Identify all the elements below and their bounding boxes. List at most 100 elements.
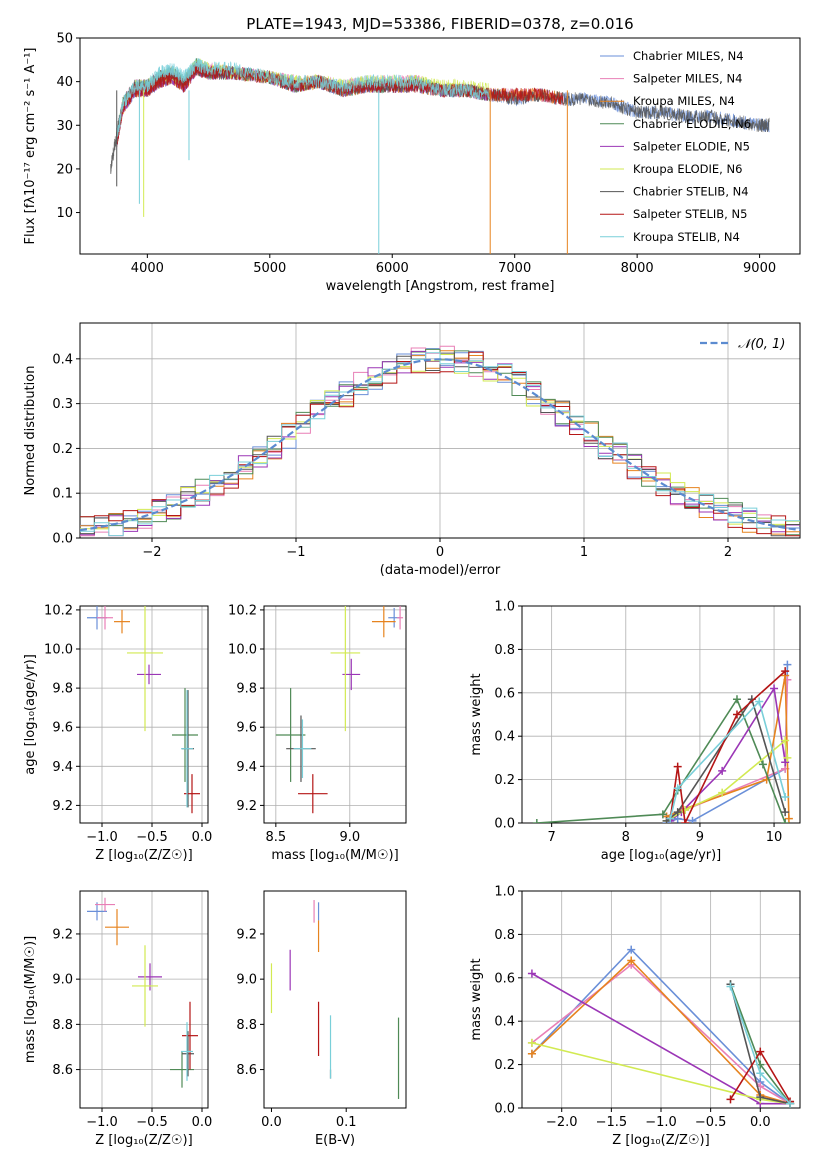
weight-line: [669, 670, 786, 823]
plot-frame: [521, 890, 801, 1109]
x-tick-label: −1.0: [86, 830, 118, 845]
x-axis-label: E(B-V): [315, 1133, 355, 1148]
y-axis-label: Flux [fλ10⁻¹⁷ erg cm⁻² s⁻¹ A⁻¹]: [23, 48, 38, 245]
plus-marker: [673, 762, 682, 771]
x-tick-label: 7000: [498, 261, 531, 276]
panel-mass-vs-ebv: 0.0 0.1 8.6 8.8 9.0 9.2 E(B-V): [236, 890, 407, 1148]
plus-marker: [726, 1095, 735, 1104]
panel-residuals: −2 −1 0 1 2 0.0 0.1 0.2 0.3 0.4 (data-model)/error…: [23, 322, 801, 578]
legend-entry: Kroupa MILES, N4: [633, 94, 735, 108]
plot-area: [87, 897, 198, 1088]
plot-frame: [79, 37, 801, 255]
plus-marker: [781, 808, 790, 817]
x-tick-label: 0.0: [192, 830, 213, 845]
y-tick-label: 9.0: [52, 973, 73, 988]
x-tick-label: 9000: [743, 261, 776, 276]
y-tick-label: 9.4: [52, 760, 73, 775]
y-tick-label: 10.0: [228, 643, 257, 658]
y-tick-label: 10.0: [44, 643, 73, 658]
legend-entry: Salpeter STELIB, N5: [633, 207, 747, 221]
x-tick-label: −0.5: [136, 1115, 168, 1130]
y-tick-label: 0.2: [52, 442, 73, 457]
x-tick-label: 0: [436, 545, 444, 560]
y-tick-label: 0.1: [52, 487, 73, 502]
x-tick-label: 6000: [376, 261, 409, 276]
x-tick-label: 8: [622, 830, 630, 845]
x-axis-label: Z [log₁₀(Z/Z☉)]: [612, 1133, 709, 1148]
plus-marker: [527, 1049, 536, 1058]
plus-marker: [673, 808, 682, 817]
y-tick-label: 8.8: [236, 1018, 257, 1033]
y-tick-label: 40: [56, 75, 73, 90]
x-tick-label: −2: [142, 545, 161, 560]
plus-marker: [658, 810, 667, 819]
y-axis-label: mass weight: [469, 958, 484, 1040]
legend-entry: 𝒩(0, 1): [738, 337, 785, 352]
y-tick-label: 9.2: [236, 799, 257, 814]
x-tick-label: −0.5: [695, 1115, 727, 1130]
plus-marker: [781, 667, 790, 676]
plot-area: [87, 606, 200, 814]
legend-entry: Chabrier STELIB, N4: [633, 185, 749, 199]
y-tick-label: 8.6: [236, 1063, 257, 1078]
y-tick-label: 0.4: [494, 730, 515, 745]
legend-entry: Kroupa STELIB, N4: [633, 230, 740, 244]
panel-mass-vs-Z: −1.0 −0.5 0.0 8.6 8.8 9.0 9.2 Z [log₁₀(Z/Z☉)] ma…: [23, 890, 213, 1148]
y-tick-label: 9.8: [236, 682, 257, 697]
plus-marker: [532, 819, 541, 823]
y-axis-label: Normed distribution: [23, 366, 38, 496]
y-tick-label: 0.0: [494, 817, 515, 832]
y-tick-label: 0.6: [494, 971, 515, 986]
y-tick-label: 9.2: [52, 799, 73, 814]
y-tick-label: 10.2: [228, 603, 257, 618]
x-tick-label: 0.1: [336, 1115, 357, 1130]
spectrum-line: [116, 58, 491, 143]
plus-marker: [688, 816, 697, 823]
legend-entry: Salpeter ELODIE, N5: [633, 139, 750, 153]
x-axis-label: wavelength [Angstrom, rest frame]: [326, 279, 555, 294]
chart-title: PLATE=1943, MJD=53386, FIBERID=0378, z=0…: [246, 15, 633, 33]
y-tick-label: 9.8: [52, 682, 73, 697]
weight-line: [536, 697, 786, 823]
plus-marker: [783, 660, 792, 669]
y-tick-label: 1.0: [494, 885, 515, 900]
plus-marker: [781, 819, 790, 823]
x-tick-label: −1.0: [86, 1115, 118, 1130]
weight-line: [666, 664, 789, 823]
plot-area: [532, 660, 793, 823]
x-axis-label: age [log₁₀(age/yr)]: [601, 848, 722, 863]
x-tick-label: −1: [286, 545, 305, 560]
y-tick-label: 8.8: [52, 1018, 73, 1033]
y-tick-label: 50: [56, 32, 73, 47]
y-tick-label: 9.2: [236, 927, 257, 942]
plus-marker: [786, 1099, 795, 1108]
x-tick-label: −2.0: [546, 1115, 578, 1130]
y-axis-label: mass weight: [469, 673, 484, 755]
plus-marker: [755, 697, 764, 706]
panel-age-vs-Z: −1.0 −0.5 0.0 9.2 9.4 9.6 9.8 10.0 10.2 Z [log₁₀(…: [23, 603, 213, 863]
y-tick-label: 9.4: [236, 760, 257, 775]
x-axis-label: mass [log₁₀(M/M☉)]: [271, 848, 398, 863]
x-axis-label: (data-model)/error: [380, 563, 501, 578]
legend-entry: Kroupa ELODIE, N6: [633, 162, 742, 176]
x-axis-label: Z [log₁₀(Z/Z☉)]: [95, 848, 192, 863]
panel-age-vs-mass: 8.5 9.0 9.2 9.4 9.6 9.8 10.0 10.2 mass [log₁₀(M/…: [228, 603, 407, 863]
y-tick-label: 9.0: [236, 973, 257, 988]
plus-marker: [732, 695, 741, 704]
y-tick-label: 9.2: [52, 927, 73, 942]
x-tick-label: 0.0: [192, 1115, 213, 1130]
plus-marker: [770, 684, 779, 693]
y-tick-label: 9.6: [52, 721, 73, 736]
plot-frame: [79, 605, 209, 824]
gaussian-curve: [80, 358, 800, 532]
plus-marker: [783, 753, 792, 762]
y-tick-label: 0.4: [494, 1015, 515, 1030]
y-tick-label: 8.6: [52, 1063, 73, 1078]
plot-frame: [263, 605, 407, 824]
panel-mass-weight-vs-age: 7 8 9 10 0.0 0.2 0.4 0.6 0.8 1.0 age [log₁₀(age/yr…: [469, 600, 801, 863]
plus-marker: [718, 788, 727, 797]
x-tick-label: 7: [548, 830, 556, 845]
plus-marker: [758, 760, 767, 769]
x-tick-label: 9: [696, 830, 704, 845]
y-tick-label: 9.6: [236, 721, 257, 736]
